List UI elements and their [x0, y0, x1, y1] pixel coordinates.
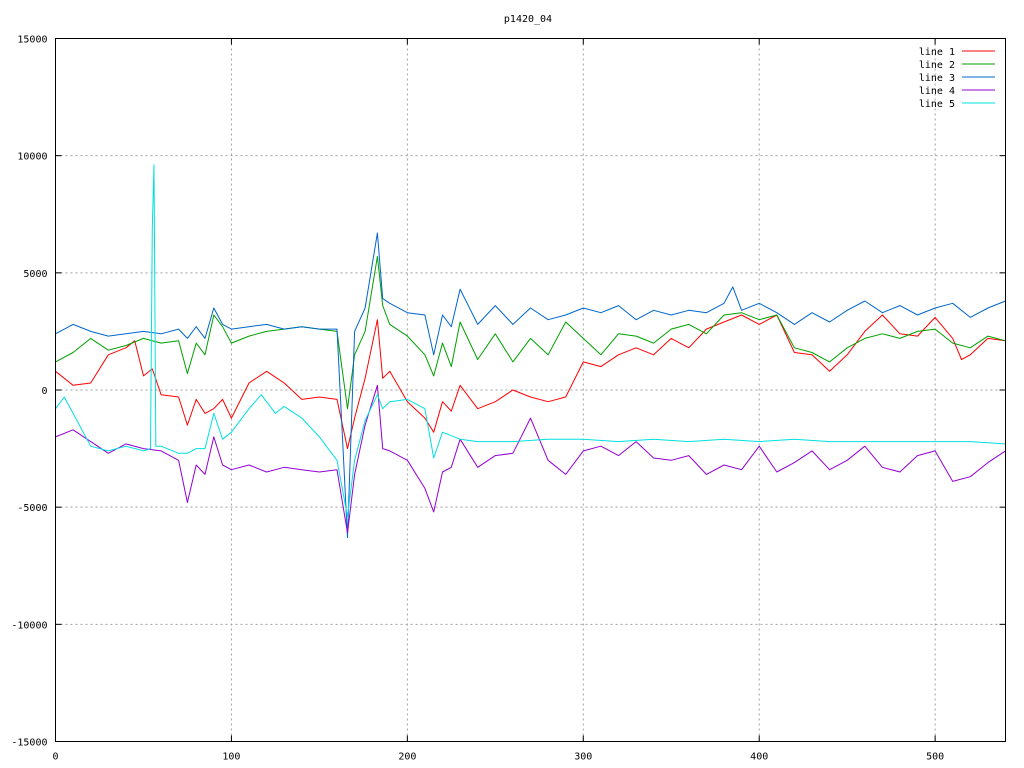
chart-title: p1420_04	[504, 14, 552, 25]
y-tick-label: -5000	[17, 503, 47, 514]
y-tick-label: 15000	[17, 35, 47, 46]
series-line-1	[55, 314, 1006, 450]
x-tick-label: 0	[52, 752, 58, 763]
legend-label: line 3	[919, 73, 955, 84]
y-tick-label: 5000	[23, 269, 47, 280]
axes: -15000 -10000 -5000 0 5000 10000 15000 0 100 200 3…	[11, 35, 1006, 763]
y-tick-label: -15000	[11, 738, 47, 749]
series-layer	[55, 164, 1006, 539]
legend-label: line 4	[919, 86, 955, 97]
legend-label: line 5	[919, 99, 955, 110]
series-line-5	[55, 164, 1006, 517]
series-line-4	[55, 384, 1006, 534]
x-tick-label: 500	[926, 752, 944, 763]
legend: line 1 line 2 line 3 line 4 line 5	[919, 47, 995, 110]
y-tick-label: 10000	[17, 152, 47, 163]
legend-label: line 1	[919, 47, 955, 58]
series-line-2	[55, 255, 1006, 410]
x-tick-label: 400	[750, 752, 768, 763]
series-line-3	[55, 232, 1006, 539]
x-tick-label: 300	[574, 752, 592, 763]
x-tick-label: 100	[222, 752, 240, 763]
legend-label: line 2	[919, 60, 955, 71]
y-tick-label: 0	[41, 386, 47, 397]
grid	[55, 38, 1006, 742]
x-tick-label: 200	[398, 752, 416, 763]
y-tick-label: -10000	[11, 620, 47, 631]
